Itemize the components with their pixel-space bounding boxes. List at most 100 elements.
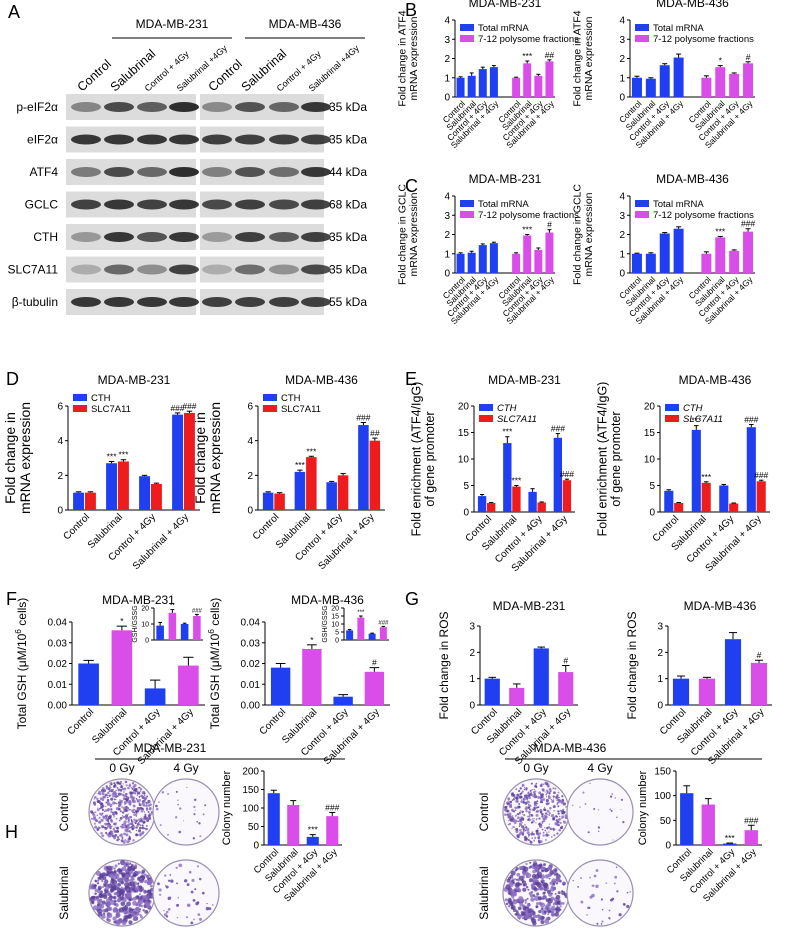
colony-dot <box>609 808 612 811</box>
colony-dot <box>178 830 181 834</box>
panel-label: D <box>6 369 19 389</box>
y-tick-label: 3 <box>444 35 450 46</box>
colony-dot <box>525 809 528 813</box>
colony-dot <box>547 867 550 870</box>
colony-dot <box>529 804 532 807</box>
colony-dot <box>149 884 153 888</box>
colony-dot <box>132 785 136 789</box>
colony-dot <box>516 816 520 820</box>
colony-dot <box>527 888 530 891</box>
blot-band <box>169 297 199 307</box>
bar <box>117 461 129 510</box>
blot-band <box>301 232 331 242</box>
colony-dot <box>124 780 128 784</box>
legend-swatch <box>73 405 87 412</box>
blot-band <box>104 134 134 145</box>
colony-dot <box>562 808 565 812</box>
colony-dot <box>136 791 140 795</box>
y-tick-label: 0.02 <box>48 659 68 670</box>
blot-band <box>269 232 299 242</box>
colony-dot <box>620 809 622 811</box>
colony-dot <box>524 829 527 832</box>
blot-band <box>104 167 134 177</box>
colony-dot <box>114 864 118 868</box>
colony-dot <box>119 816 123 820</box>
colony-dot <box>139 806 142 810</box>
blot-band <box>301 264 331 275</box>
significance-label: ### <box>325 802 339 812</box>
significance-label: *** <box>295 460 306 470</box>
colony-dot <box>550 887 555 892</box>
colony-dot <box>538 817 541 820</box>
blot-band <box>71 264 101 275</box>
colony-dot <box>124 826 127 829</box>
bar <box>534 75 543 97</box>
y-tick-label: 0 <box>665 841 671 852</box>
panel-label: F <box>6 589 17 609</box>
colony-dot <box>522 800 525 803</box>
bar <box>306 836 319 845</box>
colony-dot <box>103 823 106 825</box>
colony-dot <box>159 893 162 896</box>
colony-dot <box>103 894 108 899</box>
colony-dot <box>104 805 107 808</box>
colony-dot <box>611 793 614 795</box>
blot-band <box>71 199 101 210</box>
colony-dot <box>97 885 102 890</box>
y-tick-label: 1 <box>444 73 450 84</box>
colony-dot <box>544 791 546 793</box>
colony-dot <box>527 810 531 814</box>
y-axis-label: mRNA expression <box>408 192 420 276</box>
colony-dot <box>130 832 132 834</box>
colony-dot <box>618 913 622 917</box>
colony-dot <box>105 814 109 818</box>
colony-dot <box>521 817 525 821</box>
colony-dot <box>95 895 99 899</box>
colony-dot <box>536 811 538 813</box>
colony-dot <box>545 796 547 798</box>
colony-dot <box>165 910 169 914</box>
y-tick-label: 0 <box>253 841 259 852</box>
colony-dot <box>134 907 140 913</box>
y-tick-label: 20 <box>331 605 339 612</box>
bar <box>358 425 369 510</box>
legend-label: Total mRNA <box>478 23 529 34</box>
bar <box>178 665 199 705</box>
protein-label: p-eIF2α <box>16 100 58 114</box>
colony-dot <box>519 813 521 815</box>
colony-dot <box>591 893 595 898</box>
colony-dot <box>519 823 523 827</box>
colony-dot <box>525 862 528 866</box>
colony-dot <box>119 799 122 802</box>
significance-label: ### <box>744 415 758 425</box>
colony-dot <box>193 805 196 809</box>
colony-dot <box>205 906 210 911</box>
bar <box>306 457 317 510</box>
colony-dot <box>137 882 140 885</box>
blot-band <box>169 167 199 177</box>
colony-dot <box>125 869 129 873</box>
colony-dot <box>613 882 616 885</box>
colony-dot <box>129 815 132 818</box>
bar <box>486 502 496 512</box>
colony-dot <box>548 814 550 816</box>
colony-dot <box>520 829 523 831</box>
y-tick-label: 15 <box>331 613 339 620</box>
colony-dot <box>539 824 543 829</box>
colony-dot <box>126 824 130 828</box>
colony-dot <box>540 879 545 884</box>
colony-dot <box>518 833 521 836</box>
bar <box>302 648 322 705</box>
colony-dot <box>167 834 169 836</box>
y-axis-label-text: GSH/GSSG <box>132 605 139 642</box>
colony-dot <box>555 819 559 822</box>
cell-line-label: MDA-MB-231 <box>136 17 209 31</box>
bar <box>631 253 642 273</box>
colony-dot <box>136 895 140 899</box>
blot-band <box>71 134 101 145</box>
colony-dot <box>552 817 556 821</box>
colony-dot <box>518 795 522 799</box>
colony-dot <box>541 828 544 831</box>
colony-dot <box>552 800 555 802</box>
blot-band <box>71 297 101 307</box>
